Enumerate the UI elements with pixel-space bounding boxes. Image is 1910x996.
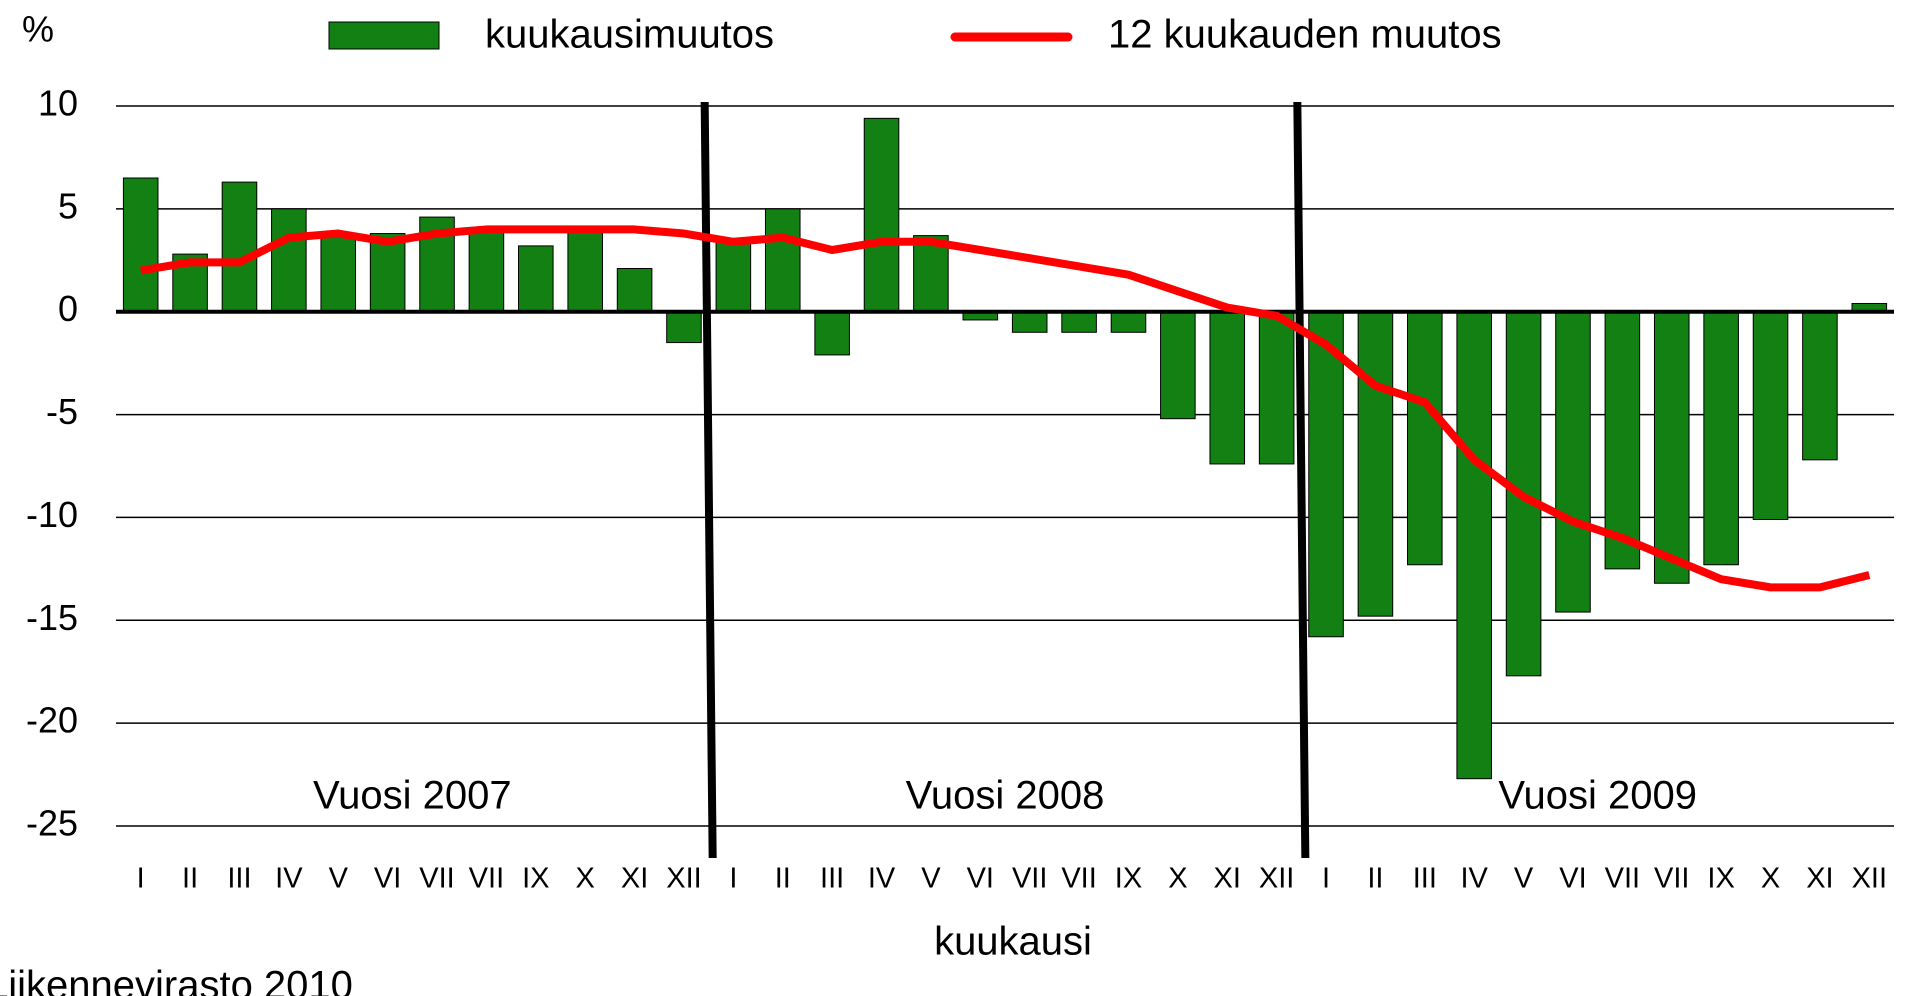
x-tick-label: VI — [967, 863, 994, 895]
bar — [616, 268, 653, 313]
x-tick-label: XII — [1259, 863, 1294, 895]
bar — [1160, 311, 1196, 420]
bar — [320, 233, 357, 313]
x-tick-label: X — [1761, 863, 1780, 895]
bar — [1061, 311, 1097, 333]
x-tick-label: III — [1413, 863, 1437, 895]
legend-swatch — [328, 21, 440, 50]
x-axis-label: kuukausi — [934, 920, 1092, 964]
x-tick-label: I — [137, 863, 145, 895]
bar — [1011, 311, 1048, 333]
y-tick-label: 0 — [58, 288, 78, 329]
x-tick-label: I — [1322, 863, 1330, 895]
x-tick-label: IV — [275, 863, 303, 895]
bar — [567, 228, 603, 313]
year-separator — [1293, 101, 1310, 859]
y-tick-label: -15 — [26, 597, 78, 638]
x-tick-label: VII — [1605, 863, 1640, 895]
x-tick-label: VII — [1654, 863, 1689, 895]
x-tick-label: II — [182, 863, 198, 895]
x-tick-label: VI — [374, 863, 401, 895]
y-tick-label: 5 — [58, 185, 78, 226]
line — [140, 225, 1871, 592]
x-tick-label: XI — [621, 863, 648, 895]
x-tick-label: II — [775, 863, 791, 895]
x-tick-label: XII — [666, 863, 701, 895]
bar — [1653, 311, 1690, 584]
bar — [863, 117, 900, 313]
x-tick-label: X — [1168, 863, 1187, 895]
x-tick-label: IV — [868, 863, 896, 895]
x-tick-label: XI — [1806, 863, 1833, 895]
bar — [764, 208, 801, 313]
bar — [271, 208, 307, 313]
bar — [468, 228, 505, 313]
x-tick-label: V — [1514, 863, 1534, 895]
x-tick-label: VI — [1559, 863, 1586, 895]
x-tick-label: III — [820, 863, 844, 895]
year-separator — [700, 101, 717, 859]
bar — [1802, 311, 1838, 461]
bar — [1357, 311, 1394, 617]
bar — [913, 235, 949, 313]
x-tick-label: V — [921, 863, 941, 895]
bar — [122, 177, 159, 313]
x-tick-label: VII — [419, 863, 454, 895]
bar — [1456, 311, 1492, 780]
bar — [1604, 311, 1641, 570]
y-tick-label: -20 — [26, 700, 78, 741]
y-tick-label: -5 — [46, 391, 78, 432]
x-tick-label: IX — [1707, 863, 1734, 895]
bar — [1308, 311, 1344, 638]
y-unit: % — [22, 9, 54, 50]
y-tick-label: 10 — [38, 83, 78, 124]
bar — [1110, 311, 1147, 333]
year-label: Vuosi 2008 — [906, 774, 1105, 818]
x-tick-label: XII — [1852, 863, 1887, 895]
x-tick-label: X — [576, 863, 595, 895]
legend-label: 12 kuukauden muutos — [1108, 13, 1502, 57]
year-label: Vuosi 2007 — [313, 774, 512, 818]
bar — [1703, 311, 1739, 566]
x-tick-label: II — [1367, 863, 1383, 895]
bar — [221, 181, 258, 313]
bar — [1407, 311, 1443, 566]
year-label: Vuosi 2009 — [1498, 774, 1697, 818]
x-tick-label: IX — [1115, 863, 1142, 895]
x-tick-label: VII — [469, 863, 504, 895]
bar — [1258, 311, 1295, 465]
bar — [715, 239, 752, 313]
x-tick-label: VII — [1061, 863, 1096, 895]
bar — [1209, 311, 1246, 465]
legend-label: kuukausimuutos — [485, 13, 774, 57]
x-tick-label: III — [227, 863, 251, 895]
bar — [814, 311, 850, 356]
y-tick-label: -10 — [26, 494, 78, 535]
bar — [1752, 311, 1789, 520]
x-tick-label: IV — [1460, 863, 1488, 895]
x-tick-label: XI — [1214, 863, 1241, 895]
source: Liikennevirasto 2010 — [0, 964, 353, 996]
x-tick-label: IX — [522, 863, 549, 895]
x-tick-label: V — [329, 863, 349, 895]
bar — [1555, 311, 1591, 613]
y-tick-label: -25 — [26, 803, 78, 844]
bar — [518, 245, 554, 313]
x-tick-label: I — [729, 863, 737, 895]
bar — [666, 311, 702, 344]
x-tick-label: VII — [1012, 863, 1047, 895]
